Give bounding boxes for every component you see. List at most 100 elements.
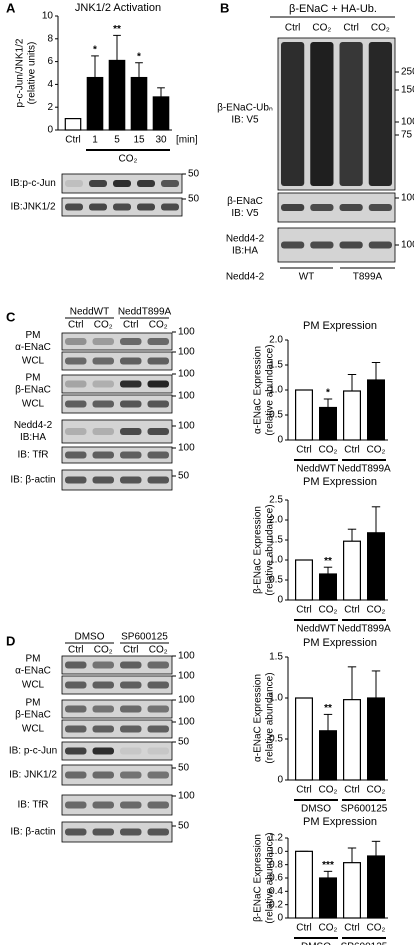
blot-band: [368, 204, 392, 211]
bar: [295, 850, 314, 919]
mw-marker: 100: [401, 240, 414, 251]
mw-marker: 100: [178, 717, 195, 728]
y-tick-label: 4: [47, 79, 53, 90]
significance: *: [137, 51, 141, 62]
bar: [64, 117, 82, 131]
x-tick-label: CO₂: [319, 605, 338, 616]
y-tick-label: 2.0: [269, 515, 283, 526]
x-tick-label: CO₂: [367, 605, 386, 616]
y-axis-label: (relative units): [27, 42, 38, 105]
panel-label: A: [6, 0, 16, 15]
blot-strip: [61, 764, 173, 786]
blot-strip: [61, 419, 173, 444]
bar: [367, 379, 386, 441]
blot-band: [120, 801, 142, 809]
y-tick-label: 0.6: [269, 873, 283, 884]
lane-label: Ctrl: [68, 320, 84, 331]
mw-marker: 100: [178, 347, 195, 358]
blot-band: [147, 661, 169, 669]
blot-band: [147, 380, 169, 388]
blot-row-label: β-ENaC: [15, 385, 51, 396]
mw-marker: 100: [178, 671, 195, 682]
blot-strip: [61, 351, 173, 371]
blot-band: [92, 771, 114, 779]
bar: [343, 699, 362, 781]
chart-title: JNK1/2 Activation: [75, 2, 161, 14]
y-axis-label: α-ENaC Expression: [253, 674, 264, 762]
group-label: SP600125: [341, 804, 388, 815]
blot-row-label: IB: p-c-Jun: [9, 746, 57, 757]
blot-strip: [61, 655, 173, 675]
bar: [295, 559, 314, 601]
blot-strip: [61, 699, 173, 719]
blot-row-label: IB: β-actin: [10, 827, 55, 838]
blot-band: [339, 42, 363, 186]
panel-label: D: [6, 633, 15, 648]
blot-band: [120, 661, 142, 669]
y-tick-label: 1.0: [269, 385, 283, 396]
x-tick-label: Ctrl: [344, 445, 360, 456]
mw-marker: 50: [178, 821, 190, 832]
y-tick-label: 0: [277, 595, 283, 606]
blot-band: [65, 357, 87, 365]
blot-band: [147, 801, 169, 809]
group-label: NeddT899A: [337, 464, 391, 475]
significance: ***: [322, 860, 334, 871]
blot-band: [161, 180, 179, 187]
y-tick-label: 1.5: [269, 535, 283, 546]
group-label: T899A: [353, 272, 383, 283]
bar: [343, 390, 362, 441]
group-label: NeddWT: [296, 624, 335, 635]
significance: *: [326, 388, 330, 399]
blot-band: [147, 725, 169, 733]
blot-band: [147, 357, 169, 365]
blot-band: [310, 204, 334, 211]
y-axis-label: p-c-Jun/JNK1/2: [15, 38, 26, 107]
x-tick-label: 30: [155, 135, 167, 146]
lane-label: CO₂: [371, 23, 390, 34]
blot-band: [65, 725, 87, 733]
group-label: SP600125: [341, 942, 388, 945]
blot-band: [92, 801, 114, 809]
blot-band: [92, 357, 114, 365]
blot-band: [92, 828, 114, 836]
mw-marker: 100: [178, 443, 195, 454]
y-axis-label: (relative abundance): [265, 504, 276, 595]
blot-strip: [61, 794, 173, 816]
blot-band: [92, 705, 114, 713]
chart-title: PM Expression: [303, 476, 377, 488]
y-tick-label: 1.0: [269, 846, 283, 857]
y-tick-label: 0: [47, 125, 53, 136]
blot-strip: [61, 394, 173, 414]
group-label: DMSO: [301, 804, 331, 815]
mw-marker: 100: [401, 117, 414, 128]
x-tick-label: Ctrl: [296, 785, 312, 796]
x-axis-label: [min]: [176, 135, 198, 146]
panel-label: B: [220, 0, 229, 15]
blot-band: [120, 725, 142, 733]
y-tick-label: 0.8: [269, 859, 283, 870]
blot-band: [92, 476, 114, 484]
blot-band: [65, 180, 83, 187]
y-axis-label: (relative abundance): [265, 832, 276, 923]
blot-band: [92, 338, 114, 345]
mw-marker: 100: [178, 327, 195, 338]
y-axis-label: β-ENaC Expression: [253, 834, 264, 922]
lane-label: CO₂: [149, 645, 168, 656]
blot-band: [147, 451, 169, 459]
blot-band: [281, 204, 305, 211]
blot-row-label: IB: V5: [231, 208, 259, 219]
blot-band: [92, 400, 114, 408]
blot-band: [147, 428, 169, 435]
lane-label: CO₂: [312, 23, 331, 34]
blot-band: [65, 476, 87, 484]
bar: [152, 96, 170, 131]
blot-band: [147, 338, 169, 345]
blot-band: [89, 180, 107, 187]
blot-band: [113, 180, 131, 187]
blot-band: [147, 705, 169, 713]
y-tick-label: 10: [42, 11, 54, 22]
blot-strip: [61, 741, 173, 761]
y-tick-label: 0: [277, 913, 283, 924]
